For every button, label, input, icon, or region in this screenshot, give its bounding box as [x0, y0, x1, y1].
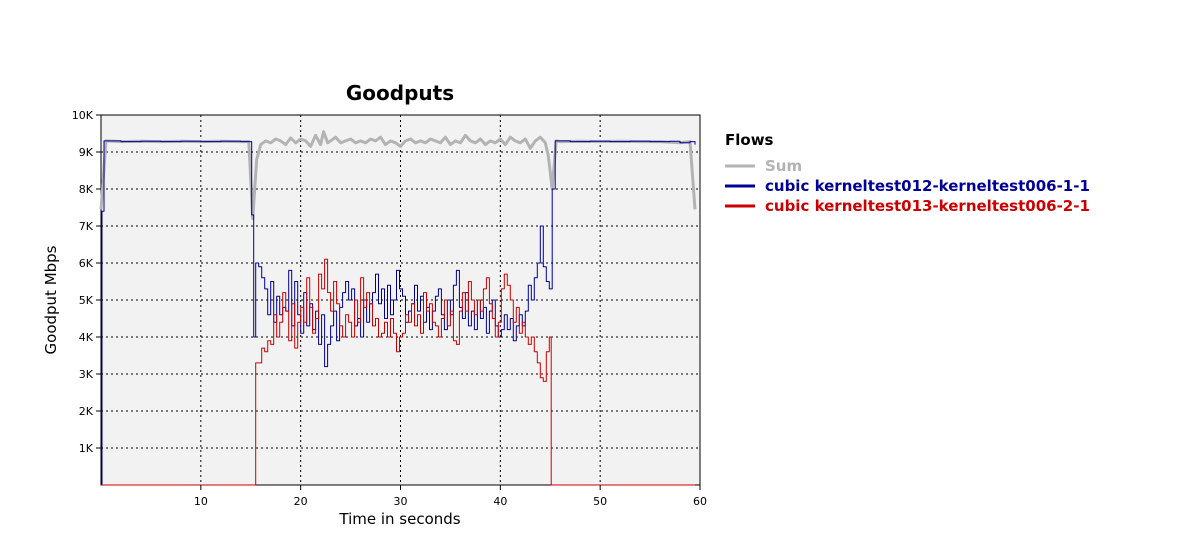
x-tick-label: 60 [693, 495, 707, 508]
y-tick-label: 7K [79, 220, 94, 233]
y-tick-label: 5K [79, 294, 94, 307]
y-tick-label: 9K [79, 146, 94, 159]
x-tick-label: 30 [394, 495, 408, 508]
y-axis-label: Goodput Mbps [42, 245, 60, 354]
legend-title: Flows [725, 131, 774, 149]
x-tick-label: 40 [493, 495, 507, 508]
y-tick-label: 2K [79, 405, 94, 418]
legend-label-3: cubic kerneltest013-kerneltest006-2-1 [765, 197, 1090, 215]
x-tick-label: 10 [194, 495, 208, 508]
chart-title: Goodputs [346, 81, 454, 105]
legend-label-1: Sum [765, 157, 802, 175]
y-tick-label: 3K [79, 368, 94, 381]
grid [101, 114, 701, 485]
legend: Flows Sum cubic kerneltest012-kerneltest0… [725, 131, 1090, 215]
x-axis-label: Time in seconds [338, 510, 460, 528]
series-lines [99, 130, 697, 486]
y-tick-label: 1K [79, 442, 94, 455]
legend-items: Sum cubic kerneltest012-kerneltest006-1-1… [725, 157, 1090, 215]
series-line-2 [101, 140, 696, 486]
x-axis-ticks: 10 20 30 40 50 60 [194, 485, 707, 508]
series-line-1 [99, 130, 697, 221]
y-tick-label: 8K [79, 183, 94, 196]
series-line-3 [101, 258, 695, 486]
y-tick-label: 6K [79, 257, 94, 270]
x-tick-label: 20 [294, 495, 308, 508]
plot-area [99, 114, 701, 486]
x-tick-label: 50 [593, 495, 607, 508]
y-tick-label: 10K [72, 109, 94, 122]
y-axis-ticks: 1K 2K 3K 4K 5K 6K 7K 8K 9K 10K [72, 109, 101, 455]
y-tick-label: 4K [79, 331, 94, 344]
legend-label-2: cubic kerneltest012-kerneltest006-1-1 [765, 177, 1090, 195]
